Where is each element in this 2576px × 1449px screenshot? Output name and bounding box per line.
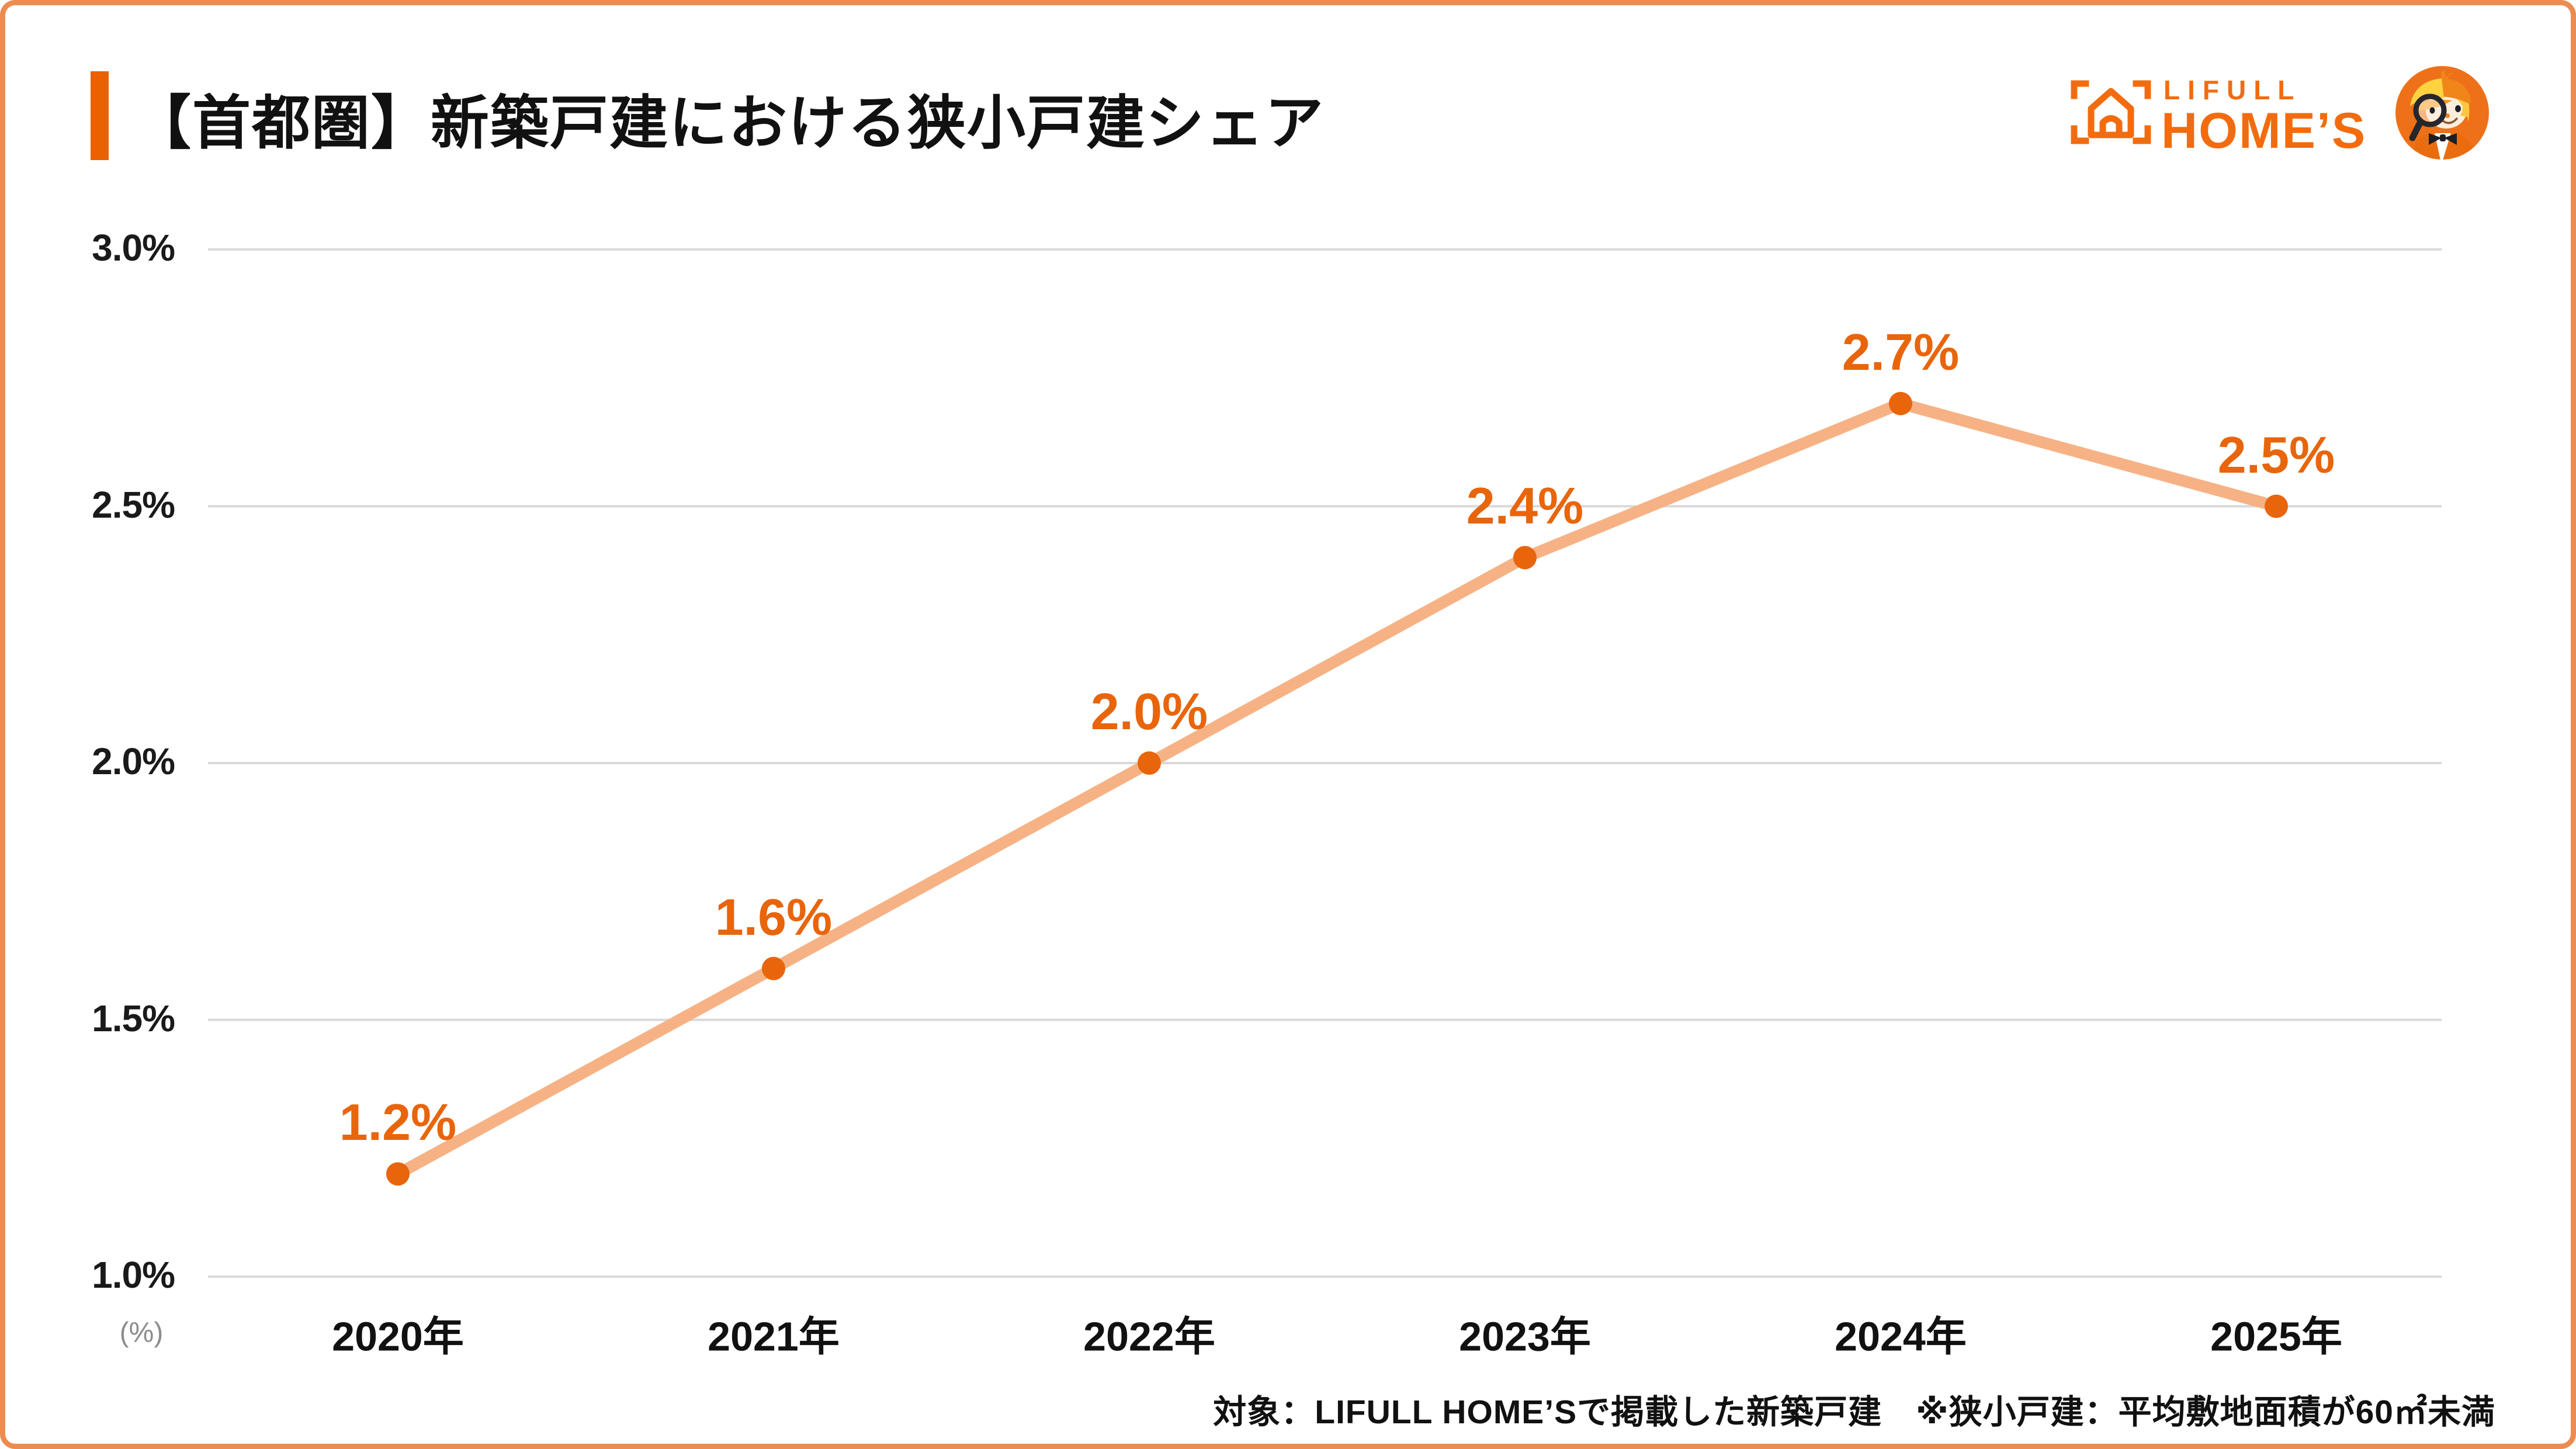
data-point: [1138, 751, 1161, 775]
data-point: [386, 1162, 410, 1186]
data-point: [762, 956, 785, 980]
data-point: [2265, 494, 2288, 518]
y-tick-label: 2.5%: [92, 483, 175, 526]
data-point-label: 1.2%: [339, 1093, 457, 1152]
data-point-label: 2.4%: [1466, 477, 1584, 535]
line-chart: [208, 248, 2442, 1278]
lifull-homes-logo: LIFULL HOME’S: [2067, 64, 2493, 169]
data-point-label: 2.0%: [1090, 682, 1208, 740]
logo-text-homes: HOME’S: [2161, 103, 2367, 159]
x-tick-label: 2021年: [708, 1313, 840, 1360]
x-tick-label: 2024年: [1835, 1313, 1967, 1360]
y-tick-label: 1.5%: [92, 997, 175, 1039]
data-point: [1889, 391, 1912, 415]
data-point: [1513, 546, 1537, 570]
y-axis-unit-label: (%): [119, 1317, 164, 1349]
data-point-label: 2.5%: [2217, 425, 2335, 484]
title-accent-bar: [91, 71, 109, 160]
logo-text-lifull: LIFULL: [2164, 75, 2302, 105]
trend-line: [392, 397, 2282, 1180]
x-tick-label: 2023年: [1459, 1313, 1591, 1360]
x-tick-label: 2020年: [332, 1313, 464, 1360]
mascot-icon: [2395, 66, 2489, 160]
house-logo-icon: [2071, 80, 2151, 144]
x-tick-label: 2025年: [2210, 1313, 2342, 1360]
data-point-label: 2.7%: [1842, 323, 1960, 381]
page-title: 【首都圏】新築戸建における狭小戸建シェア: [133, 90, 1325, 156]
x-tick-label: 2022年: [1083, 1313, 1215, 1360]
y-tick-label: 3.0%: [92, 227, 175, 269]
y-tick-label: 1.0%: [92, 1254, 175, 1297]
data-point-label: 1.6%: [715, 888, 833, 946]
y-tick-label: 2.0%: [92, 740, 175, 783]
footnote: 対象：LIFULL HOME’Sで掲載した新築戸建 ※狭小戸建：平均敷地面積が6…: [1213, 1393, 2495, 1431]
